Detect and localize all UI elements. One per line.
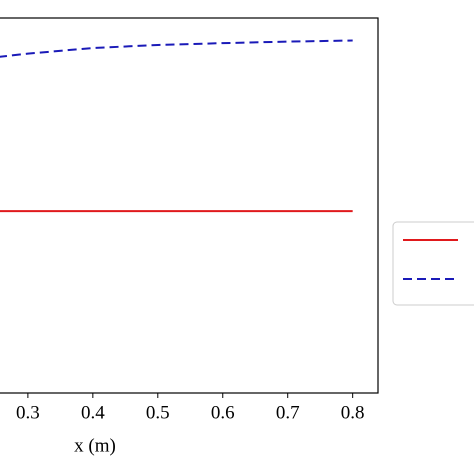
x-tick-label: 0.7 — [276, 402, 300, 423]
legend-box — [392, 221, 474, 306]
x-axis-label: x (m) — [74, 435, 116, 456]
plot-area — [0, 39, 353, 213]
x-tick-label: 0.4 — [81, 402, 105, 423]
x-tick-label: 0.3 — [16, 402, 40, 423]
plot-frame — [0, 17, 379, 394]
x-tick-label: 0.6 — [211, 402, 235, 423]
x-tick-label: 0.8 — [341, 402, 365, 423]
x-tick-label: 0.5 — [146, 402, 170, 423]
series-line — [0, 39, 353, 58]
